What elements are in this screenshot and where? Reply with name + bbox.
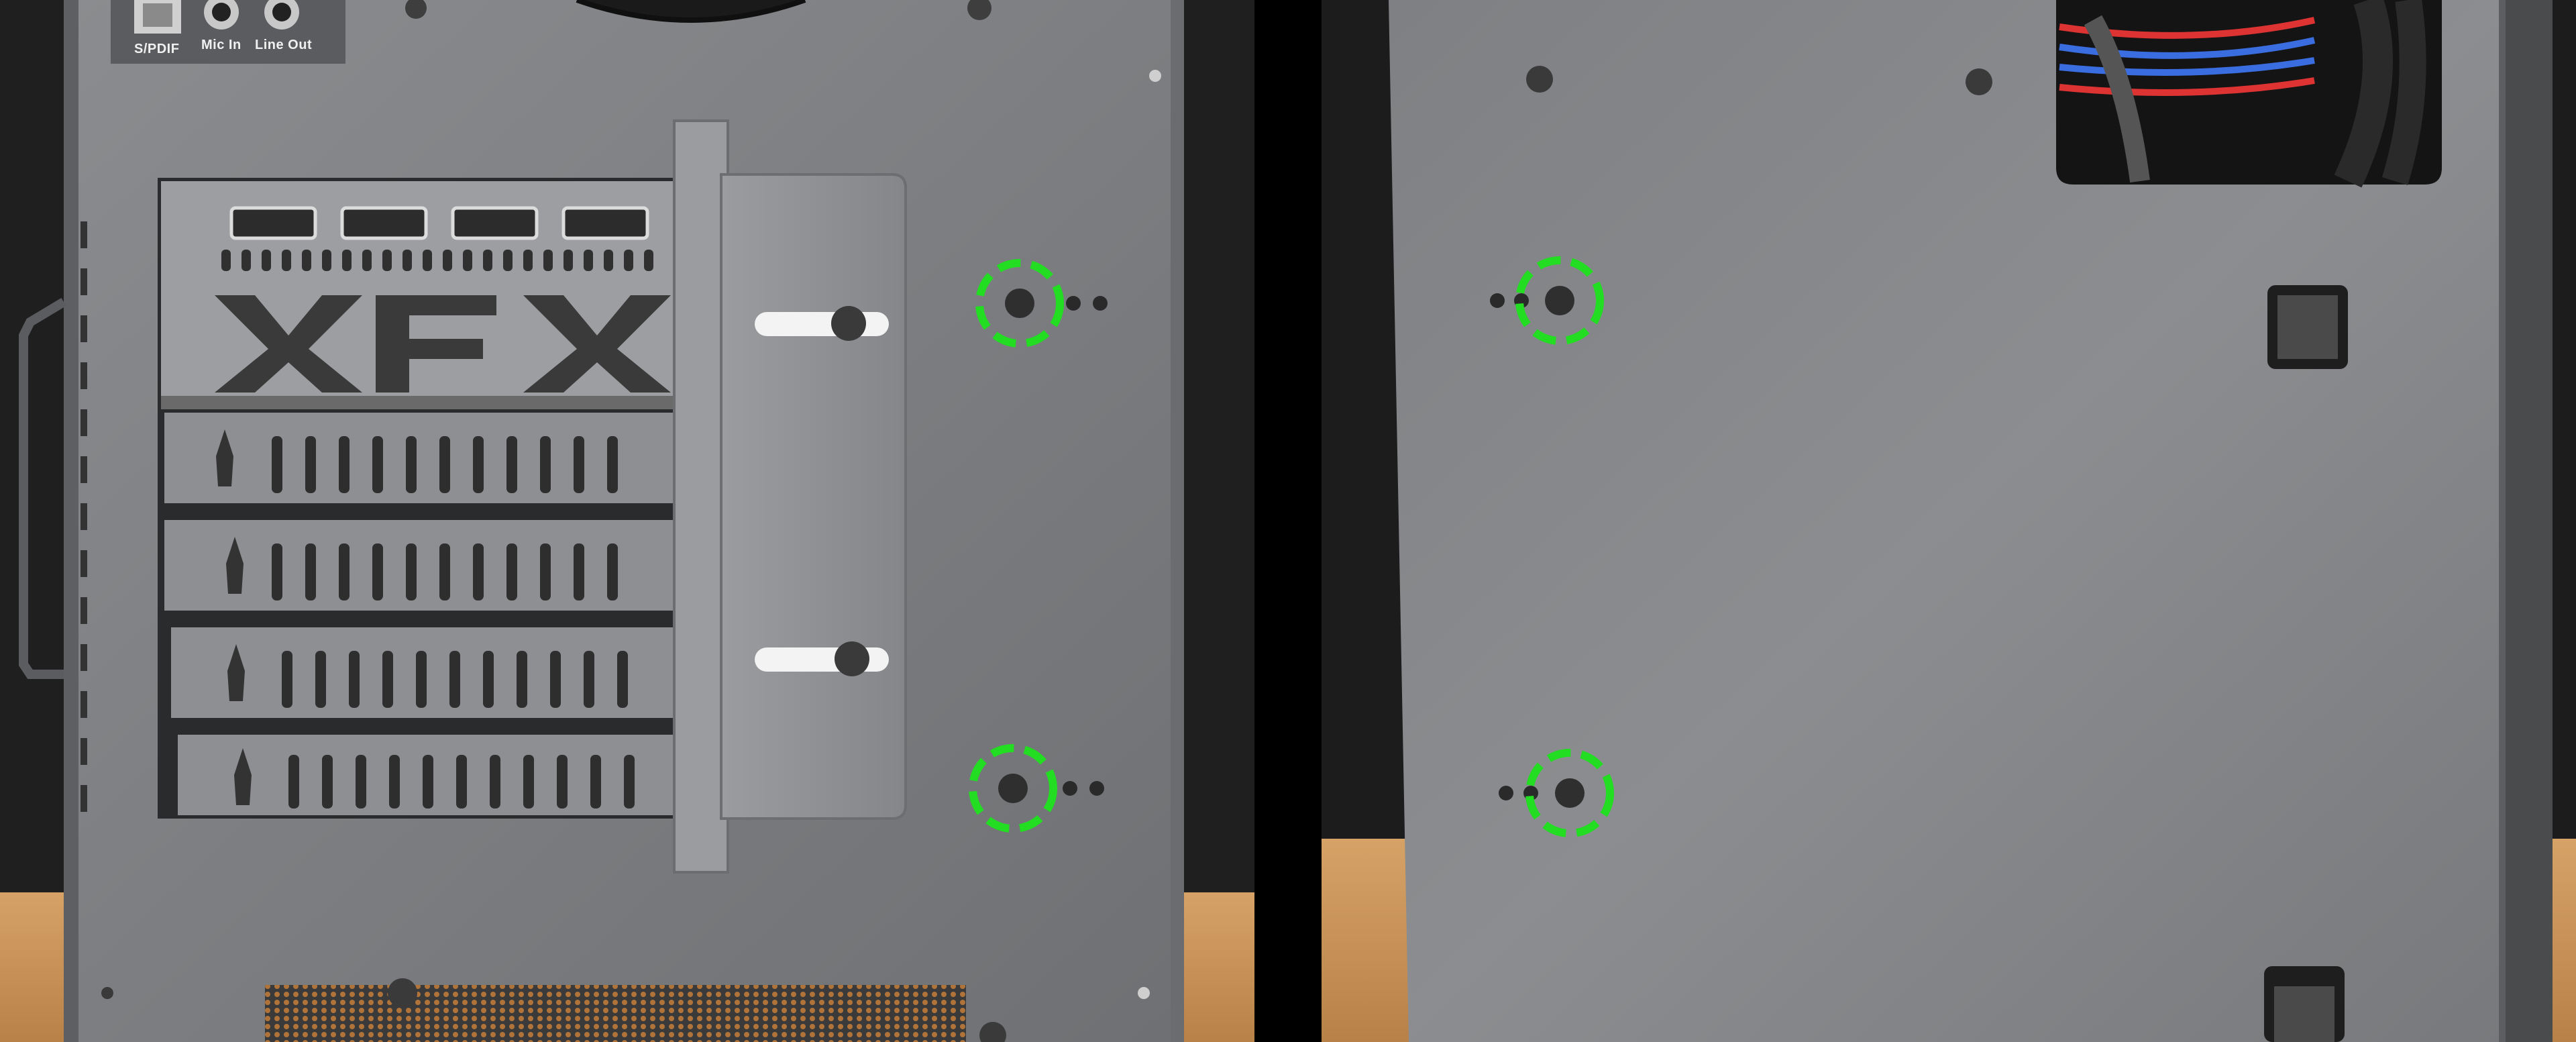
slot-cover-4 <box>178 735 708 815</box>
right-photo-panel <box>1322 0 2576 1042</box>
bracket-screw-bottom <box>835 641 869 676</box>
slot-cover-1 <box>164 413 708 503</box>
side-case-photo <box>1322 0 2576 1042</box>
hdmi-ports <box>229 206 649 240</box>
io-label-line-out: Line Out <box>255 38 313 52</box>
slot-cover-vents <box>272 436 635 809</box>
xfx-logo-cutout <box>215 295 671 393</box>
io-label-spdif: S/PDIF <box>134 42 180 56</box>
case-side-panel <box>1389 0 2506 1042</box>
panel-divider <box>1254 0 1322 1042</box>
highlight-screw-left-bottom <box>969 744 1104 833</box>
edge-slots <box>80 221 87 812</box>
cables <box>2059 0 2426 188</box>
gpu-vent-slots <box>221 250 653 271</box>
slot-cover-2 <box>164 520 708 611</box>
slot-retention-bar <box>673 119 729 874</box>
left-photo-panel: S/PDIF Mic In Line Out <box>0 0 1254 1042</box>
cable-window <box>2056 0 2442 185</box>
rear-case-photo <box>0 0 1254 1042</box>
bracket-screw-top <box>831 306 866 341</box>
highlight-screw-left-top <box>975 259 1108 348</box>
io-label-mic-in: Mic In <box>201 38 241 52</box>
highlight-screw-right-top <box>1490 256 1604 345</box>
highlight-screw-right-bottom <box>1499 749 1614 837</box>
psu-mesh <box>265 985 966 1042</box>
retention-bracket <box>720 173 907 820</box>
